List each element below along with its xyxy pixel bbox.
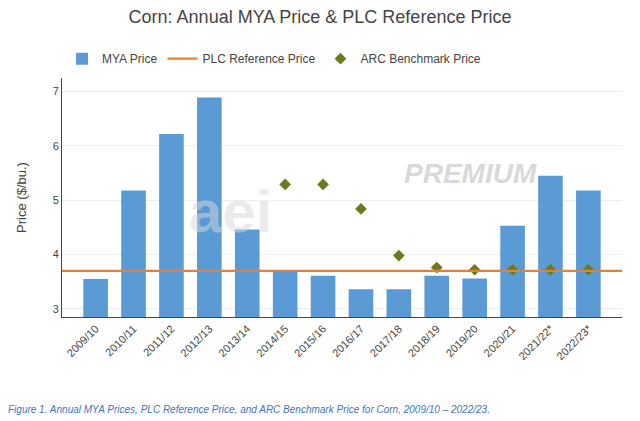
svg-text:2020/21: 2020/21 <box>481 323 518 360</box>
svg-text:2018/19: 2018/19 <box>405 323 442 360</box>
svg-text:2016/17: 2016/17 <box>330 323 367 360</box>
svg-text:Corn: Annual MYA Price & PLC R: Corn: Annual MYA Price & PLC Reference P… <box>129 7 512 27</box>
svg-text:2022/23*: 2022/23* <box>554 322 594 362</box>
svg-text:5: 5 <box>53 194 59 206</box>
svg-text:2014/15: 2014/15 <box>254 323 291 360</box>
svg-text:2010/11: 2010/11 <box>103 323 139 359</box>
svg-text:2011/12: 2011/12 <box>141 323 177 359</box>
svg-text:2015/16: 2015/16 <box>292 323 329 360</box>
svg-text:6: 6 <box>53 140 59 152</box>
svg-text:ARC Benchmark Price: ARC Benchmark Price <box>360 52 480 66</box>
svg-text:2019/20: 2019/20 <box>443 323 480 360</box>
svg-text:2009/10: 2009/10 <box>64 323 101 360</box>
svg-text:2017/18: 2017/18 <box>368 323 405 360</box>
svg-text:7: 7 <box>53 85 59 97</box>
svg-text:PLC Reference Price: PLC Reference Price <box>202 52 315 66</box>
svg-text:2021/22*: 2021/22* <box>516 322 556 362</box>
svg-text:3: 3 <box>53 303 59 315</box>
svg-text:Figure 1. Annual MYA Prices, P: Figure 1. Annual MYA Prices, PLC Referen… <box>8 404 490 415</box>
svg-text:4: 4 <box>53 248 59 260</box>
svg-text:aei: aei <box>189 178 272 245</box>
svg-text:Price ($/bu.): Price ($/bu.) <box>14 162 29 233</box>
svg-text:2012/13: 2012/13 <box>178 323 215 360</box>
svg-text:MYA Price: MYA Price <box>102 52 157 66</box>
svg-text:PREMIUM: PREMIUM <box>404 158 537 189</box>
svg-text:2013/14: 2013/14 <box>216 323 253 360</box>
